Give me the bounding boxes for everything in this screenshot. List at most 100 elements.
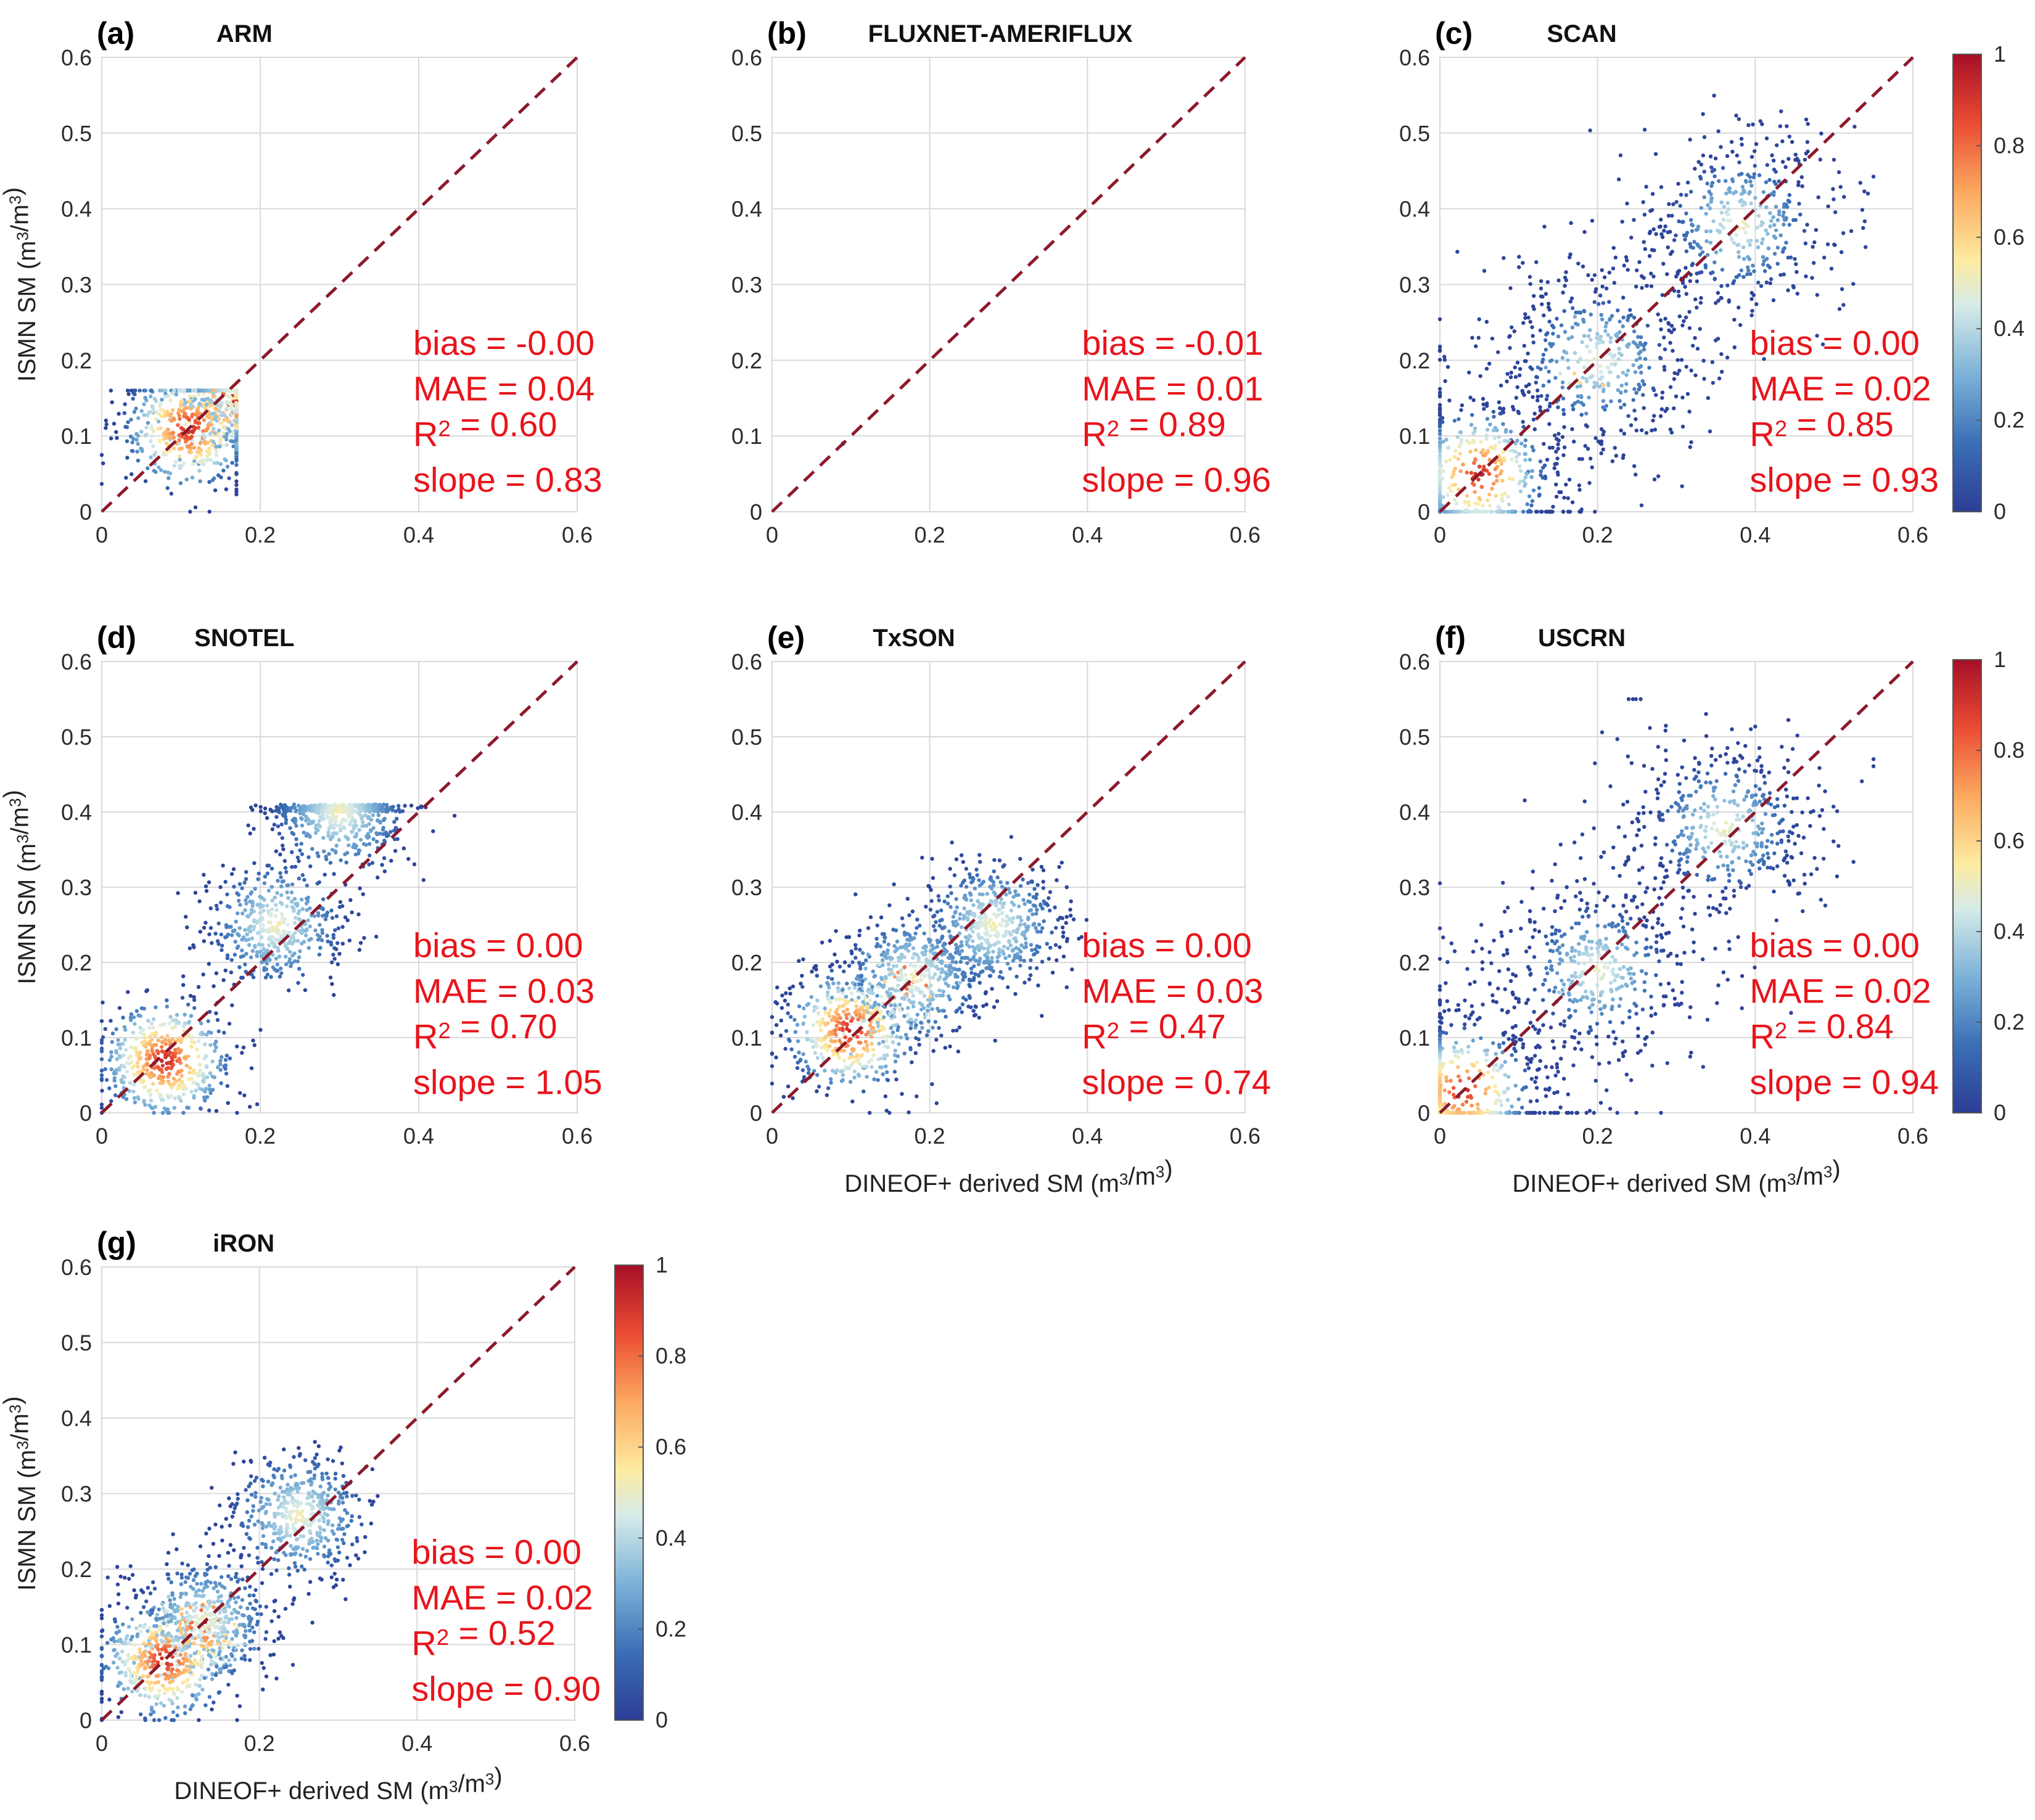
data-point <box>1589 312 1593 317</box>
data-point <box>382 856 387 861</box>
data-point <box>1749 201 1753 206</box>
data-point <box>1811 261 1816 265</box>
data-point <box>265 972 270 977</box>
data-point <box>294 818 298 822</box>
data-point <box>1561 412 1566 416</box>
data-point <box>234 448 239 453</box>
data-point <box>154 417 158 421</box>
data-point <box>1653 393 1658 397</box>
data-point <box>138 1030 142 1035</box>
x-tick-label: 0.6 <box>1230 522 1260 547</box>
data-point <box>240 886 244 890</box>
data-point <box>1528 282 1532 286</box>
data-point <box>1600 317 1605 322</box>
data-point <box>193 396 197 401</box>
data-point <box>184 1064 189 1068</box>
x-tick-label: 0 <box>766 522 778 547</box>
data-point <box>1550 323 1555 328</box>
data-point <box>371 813 376 818</box>
data-point <box>168 435 172 440</box>
data-point <box>197 899 202 904</box>
data-point <box>121 1053 126 1057</box>
data-point <box>1029 973 1033 977</box>
data-point <box>1764 280 1769 285</box>
data-point <box>169 491 174 496</box>
data-point <box>229 925 233 929</box>
data-point <box>1674 200 1679 204</box>
data-point <box>132 409 137 414</box>
data-point <box>125 388 130 393</box>
data-point <box>1687 326 1692 330</box>
data-point <box>1745 272 1749 277</box>
data-point <box>304 901 309 906</box>
data-point <box>1595 332 1600 336</box>
data-point <box>1712 174 1717 179</box>
data-point <box>129 1045 133 1049</box>
data-point <box>1633 341 1637 346</box>
data-point <box>1618 319 1622 324</box>
data-point <box>770 1015 775 1019</box>
x-tick-label: 0.4 <box>1072 1123 1103 1149</box>
data-point <box>178 417 182 421</box>
data-point <box>1684 233 1688 238</box>
data-point <box>366 832 371 836</box>
data-point <box>381 818 386 822</box>
data-point <box>274 956 278 961</box>
data-point <box>1782 272 1786 277</box>
data-point <box>1688 445 1692 449</box>
data-point <box>1569 221 1573 225</box>
x-tick-label: 0.2 <box>915 1123 945 1149</box>
data-point <box>1687 409 1692 414</box>
data-point <box>1836 170 1841 174</box>
data-point <box>1534 509 1539 514</box>
data-point <box>1611 245 1616 250</box>
stat-bias: bias = 0.00 <box>1749 324 1920 363</box>
data-point <box>350 830 354 834</box>
data-point <box>279 971 284 975</box>
data-point <box>1666 245 1670 250</box>
data-point <box>362 936 366 940</box>
data-point <box>252 1043 257 1047</box>
data-point <box>173 1096 177 1101</box>
data-point <box>1642 347 1646 352</box>
scatter-points <box>99 388 239 514</box>
data-point <box>175 1012 179 1017</box>
data-point <box>224 487 229 491</box>
data-point <box>270 827 275 832</box>
x-tick-label: 0 <box>96 1123 108 1149</box>
data-point <box>356 912 361 917</box>
data-point <box>1785 124 1789 128</box>
data-point <box>270 925 274 929</box>
data-point <box>228 905 232 909</box>
data-point <box>168 414 173 418</box>
data-point <box>234 451 239 455</box>
data-point <box>330 848 335 852</box>
data-point <box>187 388 192 393</box>
data-point <box>210 941 214 945</box>
data-point <box>143 388 148 393</box>
data-point <box>1709 271 1713 276</box>
data-point <box>1517 482 1521 486</box>
data-point <box>1766 232 1770 236</box>
data-point <box>1556 405 1560 409</box>
data-point <box>139 1006 144 1010</box>
data-point <box>143 479 148 483</box>
data-point <box>1725 355 1730 360</box>
data-point <box>1018 856 1022 861</box>
data-point <box>1531 448 1536 453</box>
data-point <box>897 1007 902 1012</box>
data-point <box>1510 448 1515 453</box>
data-point <box>1708 240 1713 245</box>
data-point <box>1516 409 1520 414</box>
data-point <box>289 936 294 940</box>
data-point <box>158 1023 163 1028</box>
data-point <box>1616 374 1621 379</box>
data-point <box>852 985 857 990</box>
data-point <box>149 1105 154 1110</box>
data-point <box>344 860 348 865</box>
data-point <box>278 900 283 905</box>
data-point <box>1766 246 1771 251</box>
panel-d: 0 0.2 0.4 0.600.10.20.30.40.50.6SNOTEL(d)bi… <box>0 620 602 1149</box>
data-point <box>261 946 266 951</box>
data-point <box>1598 370 1603 374</box>
